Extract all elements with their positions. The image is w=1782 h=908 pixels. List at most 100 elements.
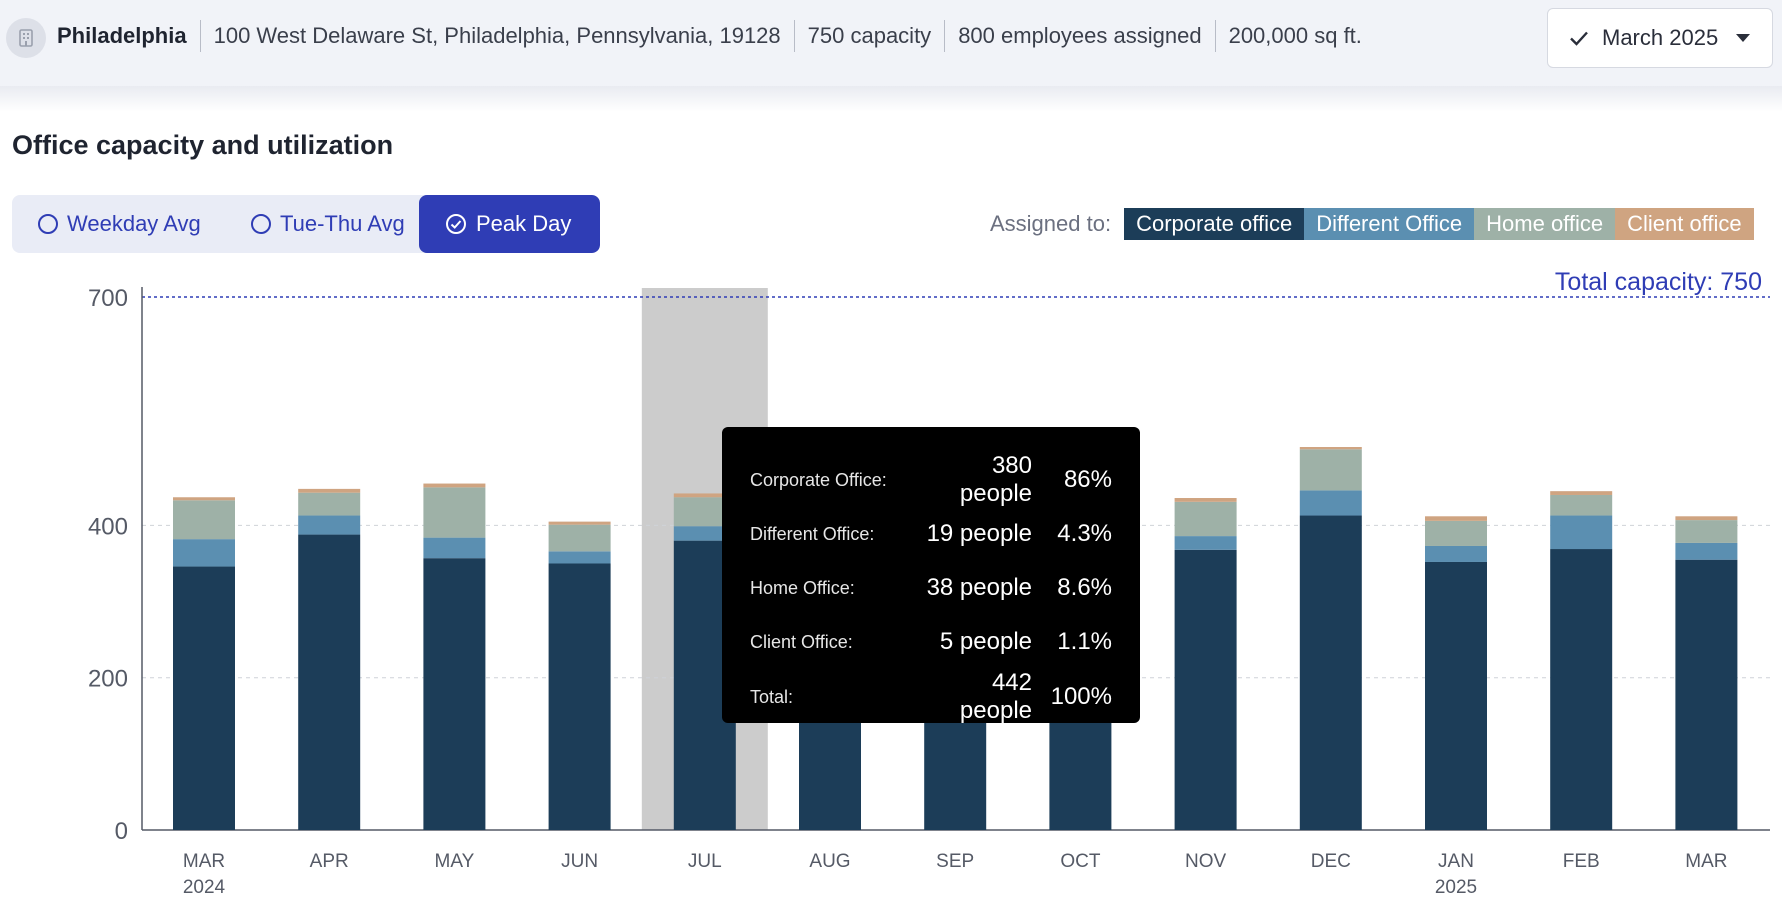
- location-capacity: 750 capacity: [807, 23, 932, 48]
- utilization-chart: 0 200 400 700 Total capacity: 750 MAR 2024 APR M…: [88, 270, 1770, 898]
- toggle-label: Tue-Thu Avg: [280, 211, 405, 236]
- location-employees: 800 employees assigned: [958, 23, 1202, 48]
- legend-home-office[interactable]: Home office: [1474, 208, 1616, 240]
- bar-segment-home-office: [1675, 520, 1738, 543]
- month-dropdown-value: March 2025: [1602, 25, 1719, 50]
- check-circle-icon: [446, 214, 466, 234]
- tooltip-people: 19 people: [926, 520, 1032, 547]
- divider: [199, 20, 201, 52]
- header-shadow: [0, 86, 1782, 112]
- bar-segment-home-office: [1299, 449, 1362, 491]
- bar-segment-corporate-office: [298, 534, 361, 830]
- radio-icon: [251, 214, 271, 234]
- check-icon: [1570, 31, 1588, 46]
- bar-segment-home-office: [173, 500, 235, 540]
- toggle-tue-thu-avg[interactable]: Tue-Thu Avg: [219, 195, 419, 253]
- toggle-label: Weekday Avg: [67, 211, 201, 236]
- x-tick-label: AUG: [809, 851, 850, 872]
- x-tick-label: JUL: [688, 851, 722, 872]
- y-tick-label: 200: [88, 666, 128, 693]
- bar-segment-different-office: [423, 537, 486, 559]
- bar-segment-corporate-office: [548, 563, 611, 830]
- bar-segment-home-office: [548, 524, 611, 552]
- bar-segment-corporate-office: [423, 558, 486, 830]
- toggle-peak-day[interactable]: Peak Day: [419, 195, 600, 253]
- bar-segment-corporate-office: [1174, 549, 1237, 830]
- tooltip-percent: 100%: [1050, 683, 1112, 710]
- bar-segment-different-office: [1299, 490, 1362, 516]
- tooltip-row: Different Office: 19 people 4.3%: [750, 519, 1112, 549]
- tooltip-percent: 1.1%: [1057, 628, 1112, 655]
- bar-segment-different-office: [548, 551, 611, 564]
- divider: [944, 20, 946, 52]
- legend-different-office[interactable]: Different Office: [1304, 208, 1475, 240]
- tooltip-label: Different Office:: [750, 523, 875, 544]
- building-icon: [6, 18, 46, 58]
- tooltip-people: 380 people: [959, 452, 1032, 507]
- bar-segment-different-office: [173, 539, 235, 567]
- bar-segment-home-office: [1550, 494, 1613, 516]
- legend-client-office[interactable]: Client office: [1615, 208, 1754, 240]
- location-address: 100 West Delaware St, Philadelphia, Penn…: [213, 23, 781, 48]
- x-tick-label: MAY: [435, 851, 475, 872]
- radio-icon: [38, 214, 58, 234]
- tooltip-people: 442 people: [959, 669, 1032, 724]
- tooltip-percent: 86%: [1063, 466, 1112, 493]
- bar-segment-client-office: [1550, 491, 1613, 495]
- location-area: 200,000 sq ft.: [1228, 23, 1362, 48]
- y-tick-label: 700: [88, 285, 128, 312]
- bar-segment-corporate-office: [173, 566, 235, 830]
- tooltip-row: Corporate Office: 380 people 86%: [750, 452, 1112, 507]
- chart-tooltip: Corporate Office: 380 people 86% Differe…: [722, 427, 1140, 724]
- bar-segment-client-office: [173, 497, 235, 501]
- x-year-label: 2025: [1435, 877, 1477, 898]
- tooltip-people: 5 people: [939, 628, 1032, 655]
- bar-segment-home-office: [423, 487, 486, 538]
- x-tick-label: FEB: [1563, 851, 1600, 872]
- x-year-label: 2024: [183, 877, 226, 898]
- bar-segment-corporate-office: [1675, 559, 1738, 830]
- tooltip-label: Home Office:: [750, 577, 855, 598]
- chevron-down-icon: [1736, 34, 1751, 42]
- bar-segment-different-office: [1550, 515, 1613, 550]
- legend-label: Assigned to:: [990, 211, 1112, 236]
- bar-segment-client-office: [548, 521, 611, 525]
- divider: [793, 20, 795, 52]
- tooltip-label: Corporate Office:: [750, 469, 887, 490]
- bar-segment-home-office: [1174, 501, 1237, 537]
- tooltip-label: Client Office:: [750, 631, 853, 652]
- bar-segment-client-office: [1675, 516, 1738, 521]
- location-city: Philadelphia: [57, 23, 187, 48]
- location-header: Philadelphia 100 West Delaware St, Phila…: [0, 0, 1782, 86]
- x-tick-label: MAR: [1685, 851, 1727, 872]
- bar-segment-client-office: [1299, 447, 1362, 450]
- tooltip-row: Client Office: 5 people 1.1%: [750, 627, 1112, 657]
- y-tick-label: 400: [88, 513, 128, 540]
- divider: [1214, 20, 1216, 52]
- x-tick-label: MAR: [183, 851, 225, 872]
- tooltip-percent: 4.3%: [1057, 520, 1112, 547]
- tooltip-people: 38 people: [926, 574, 1032, 601]
- bar-segment-different-office: [1675, 542, 1738, 560]
- bar-segment-client-office: [1174, 498, 1237, 502]
- chart-legend: Assigned to: Corporate office Different …: [990, 208, 1754, 240]
- section-title: Office capacity and utilization: [12, 130, 394, 160]
- bar-segment-home-office: [1425, 520, 1487, 546]
- bar-segment-different-office: [298, 515, 361, 535]
- x-tick-label: NOV: [1185, 851, 1227, 872]
- month-dropdown[interactable]: March 2025: [1547, 8, 1773, 68]
- x-tick-label: JUN: [561, 851, 598, 872]
- x-tick-label: SEP: [936, 851, 974, 872]
- legend-corporate-office[interactable]: Corporate office: [1124, 208, 1305, 240]
- tooltip-percent: 8.6%: [1057, 574, 1112, 601]
- bar-segment-client-office: [1425, 516, 1487, 521]
- bar-segment-client-office: [298, 488, 361, 493]
- bar-segment-home-office: [298, 492, 361, 516]
- y-tick-label: 0: [115, 818, 128, 845]
- tooltip-row: Total: 442 people 100%: [750, 669, 1112, 724]
- bar-segment-different-office: [673, 526, 736, 541]
- x-tick-label: DEC: [1311, 851, 1351, 872]
- x-tick-label: JAN: [1438, 851, 1474, 872]
- toggle-weekday-avg[interactable]: Weekday Avg: [12, 195, 219, 253]
- x-tick-label: OCT: [1060, 851, 1101, 872]
